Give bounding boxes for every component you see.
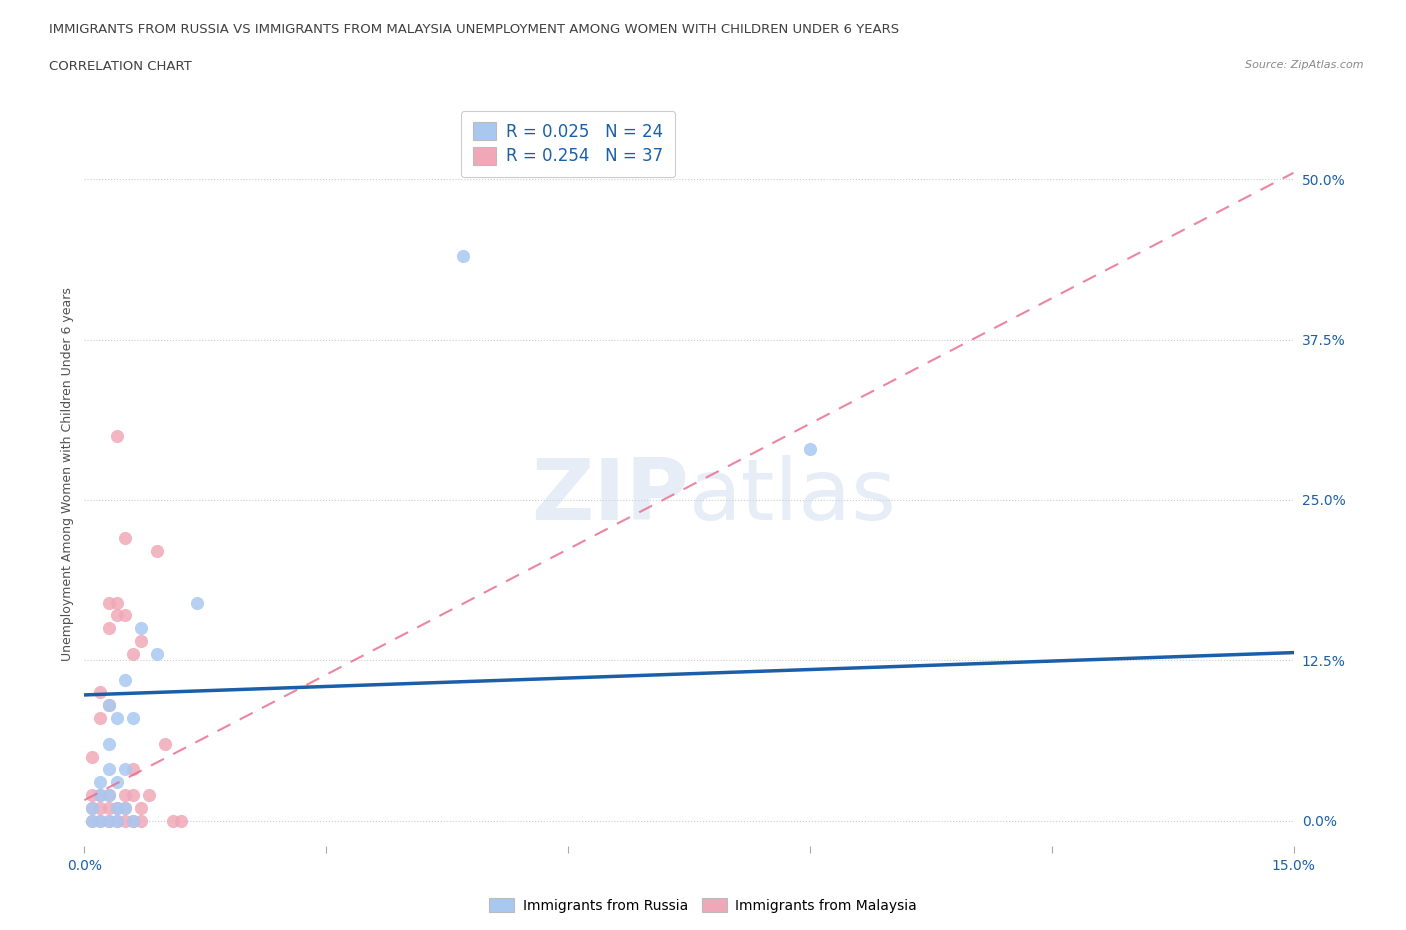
Point	[105, 711, 128, 725]
Point	[105, 429, 128, 444]
Point	[129, 633, 152, 648]
Point	[114, 788, 136, 803]
Point	[114, 608, 136, 623]
Legend: Immigrants from Russia, Immigrants from Malaysia: Immigrants from Russia, Immigrants from …	[484, 893, 922, 919]
Point	[105, 608, 128, 623]
Point	[105, 775, 128, 790]
Point	[97, 788, 120, 803]
Point	[97, 801, 120, 816]
Point	[121, 646, 143, 661]
Point	[146, 646, 169, 661]
Point	[105, 801, 128, 816]
Point	[451, 249, 474, 264]
Point	[105, 595, 128, 610]
Point	[129, 801, 152, 816]
Point	[105, 801, 128, 816]
Point	[129, 621, 152, 636]
Point	[97, 621, 120, 636]
Point	[146, 544, 169, 559]
Point	[799, 441, 821, 456]
Point	[114, 762, 136, 777]
Point	[121, 813, 143, 828]
Point	[97, 737, 120, 751]
Point	[105, 813, 128, 828]
Point	[162, 813, 184, 828]
Point	[89, 775, 111, 790]
Point	[82, 801, 104, 816]
Point	[97, 788, 120, 803]
Point	[89, 788, 111, 803]
Point	[97, 698, 120, 712]
Point	[153, 737, 176, 751]
Point	[97, 813, 120, 828]
Point	[97, 698, 120, 712]
Point	[129, 813, 152, 828]
Point	[170, 813, 193, 828]
Point	[82, 749, 104, 764]
Point	[114, 801, 136, 816]
Point	[105, 813, 128, 828]
Point	[89, 684, 111, 699]
Point	[82, 813, 104, 828]
Point	[82, 801, 104, 816]
Legend: R = 0.025   N = 24, R = 0.254   N = 37: R = 0.025 N = 24, R = 0.254 N = 37	[461, 111, 675, 177]
Point	[121, 788, 143, 803]
Point	[114, 801, 136, 816]
Point	[121, 762, 143, 777]
Point	[89, 788, 111, 803]
Point	[82, 813, 104, 828]
Point	[89, 711, 111, 725]
Point	[82, 788, 104, 803]
Point	[97, 813, 120, 828]
Point	[89, 813, 111, 828]
Point	[114, 672, 136, 687]
Point	[121, 813, 143, 828]
Point	[121, 711, 143, 725]
Point	[114, 813, 136, 828]
Text: ZIP: ZIP	[531, 455, 689, 538]
Point	[97, 762, 120, 777]
Point	[186, 595, 208, 610]
Point	[138, 788, 160, 803]
Point	[89, 801, 111, 816]
Point	[114, 531, 136, 546]
Y-axis label: Unemployment Among Women with Children Under 6 years: Unemployment Among Women with Children U…	[60, 287, 75, 661]
Text: atlas: atlas	[689, 455, 897, 538]
Text: Source: ZipAtlas.com: Source: ZipAtlas.com	[1246, 60, 1364, 71]
Text: IMMIGRANTS FROM RUSSIA VS IMMIGRANTS FROM MALAYSIA UNEMPLOYMENT AMONG WOMEN WITH: IMMIGRANTS FROM RUSSIA VS IMMIGRANTS FRO…	[49, 23, 900, 36]
Point	[89, 813, 111, 828]
Text: CORRELATION CHART: CORRELATION CHART	[49, 60, 193, 73]
Point	[97, 595, 120, 610]
